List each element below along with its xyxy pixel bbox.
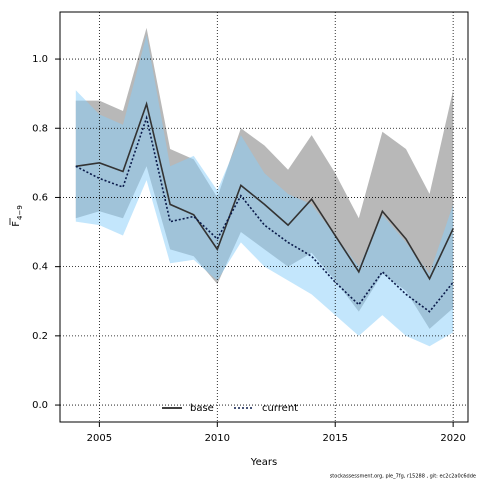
line	[75, 101, 454, 281]
plot-frame	[59, 11, 469, 423]
x-axis-label: Years	[250, 457, 277, 468]
y-tick-label: 1.0	[32, 54, 48, 65]
y-tick-label: 0.4	[32, 262, 48, 273]
x-tick-label: 2010	[205, 433, 230, 444]
x-tick-label: 2015	[322, 433, 347, 444]
legend-label: current	[262, 403, 298, 414]
y-tick-label: 0.6	[32, 192, 48, 203]
y-label-main: F	[11, 221, 22, 227]
y-tick-label: 0.2	[32, 331, 48, 342]
y-axis-label: F 4−9	[9, 205, 24, 227]
y-tick-label: 0.8	[32, 123, 48, 134]
confidence-band	[75, 34, 454, 347]
y-tick-label: 0.0	[32, 400, 48, 411]
line	[75, 114, 454, 313]
x-tick-label: 2020	[440, 433, 465, 444]
legend-label: base	[190, 403, 214, 414]
y-label-sub: 4−9	[16, 205, 24, 220]
x-tick-label: 2005	[87, 433, 112, 444]
footer: stockassessment.org, ple_7fg, r15288 , g…	[330, 474, 476, 480]
